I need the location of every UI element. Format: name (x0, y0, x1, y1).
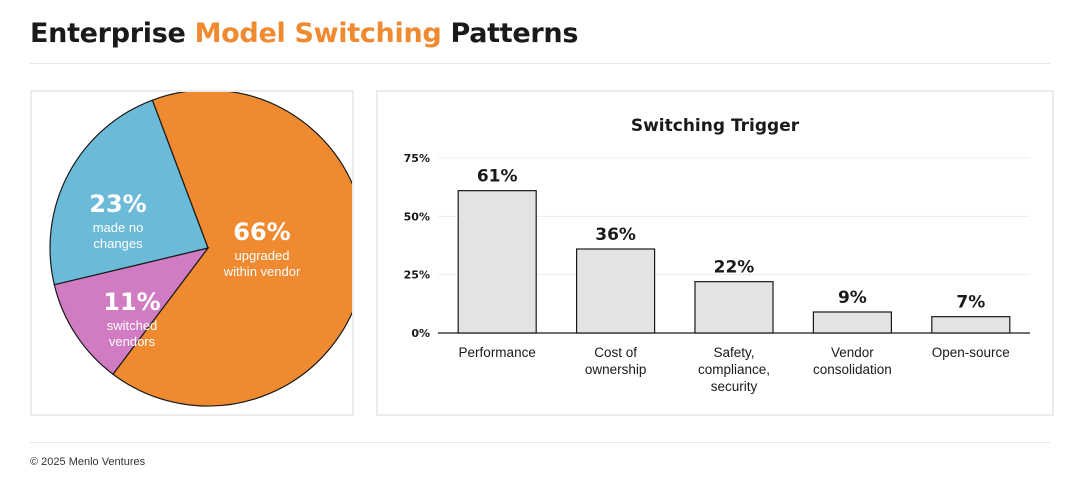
page-title: Enterprise Model Switching Patterns (30, 18, 578, 49)
bar (457, 190, 537, 334)
pie-slice-value: 23% (89, 190, 146, 218)
pie-slice-value: 11% (103, 288, 160, 316)
pie-slice (49, 99, 209, 286)
y-tick-label: 25% (404, 269, 430, 282)
x-tick-label: Cost of (594, 345, 637, 360)
pie-slice-label: within vendor (223, 264, 301, 279)
pie-slice-label: upgraded (235, 248, 290, 263)
header-divider (30, 63, 1050, 64)
copyright-footer: © 2025 Menlo Ventures (30, 456, 146, 468)
x-tick-label: compliance, (698, 362, 770, 377)
bar-chart: Switching Trigger 0% 25% 50% 75% 61% Performan… (404, 116, 1030, 394)
x-tick-label: Vendor (831, 345, 874, 360)
x-tick-label: ownership (585, 362, 647, 377)
bar-chart-panel: Switching Trigger 0% 25% 50% 75% 61% Performan… (376, 90, 1054, 416)
title-suffix: Patterns (441, 18, 579, 49)
x-tick-label: Open-source (932, 345, 1010, 360)
title-accent: Model Switching (194, 18, 442, 49)
footer-divider (30, 442, 1050, 443)
bar-value-label: 22% (714, 258, 755, 278)
y-tick-label: 50% (404, 210, 430, 223)
bar-chart-title: Switching Trigger (631, 116, 800, 136)
pie-slice (112, 92, 352, 407)
bar (812, 311, 892, 334)
y-tick-label: 0% (411, 327, 430, 340)
pie-chart-panel: 66% upgraded within vendor 11% switched vendo… (30, 90, 354, 416)
bar-value-label: 9% (838, 288, 867, 308)
bar (931, 316, 1011, 334)
x-tick-label: Safety, (713, 345, 754, 360)
bar-value-label: 36% (595, 225, 636, 245)
bar (694, 281, 774, 334)
pie-slice-value: 66% (233, 218, 290, 246)
pie-slice-label: vendors (109, 334, 156, 349)
bar (576, 248, 656, 334)
pie-slice-label: switched (107, 318, 158, 333)
pie-slice (53, 247, 210, 376)
pie-slice-label: changes (93, 236, 143, 251)
bar-value-label: 7% (956, 293, 985, 313)
pie-slice-label: made no (93, 220, 144, 235)
bar-value-label: 61% (477, 167, 518, 187)
x-tick-label: Performance (459, 345, 536, 360)
y-tick-label: 75% (404, 152, 430, 165)
x-tick-label: consolidation (813, 362, 892, 377)
title-prefix: Enterprise (30, 18, 195, 49)
x-tick-label: security (711, 379, 758, 394)
